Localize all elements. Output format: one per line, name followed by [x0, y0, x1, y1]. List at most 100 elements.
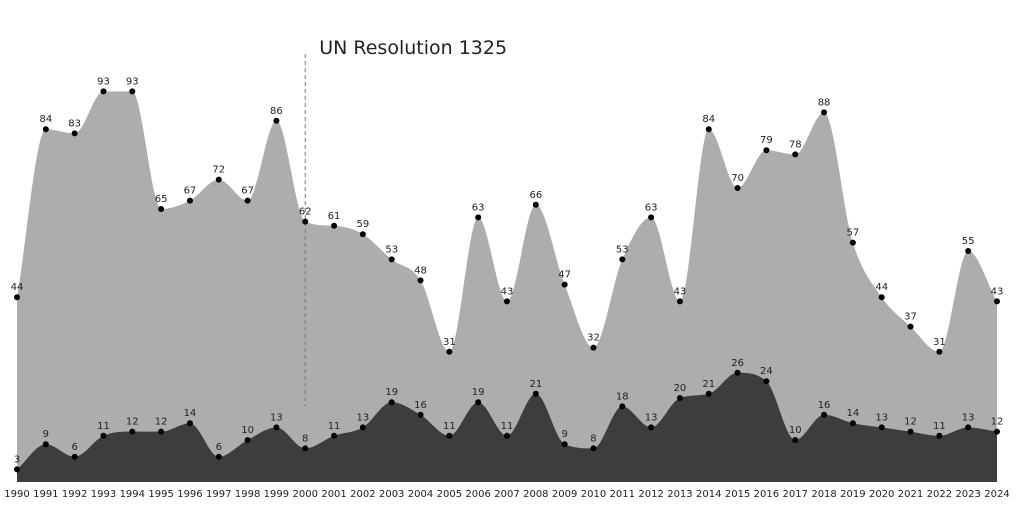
series-1-point [965, 248, 972, 254]
series-1-point [619, 256, 626, 263]
series-1-data-label: 43 [991, 286, 1004, 297]
series-1-point [331, 222, 338, 229]
series-2-point [273, 424, 280, 431]
series-1-data-label: 55 [962, 236, 975, 247]
series-2-point [359, 424, 366, 431]
series-2-data-label: 11 [933, 421, 946, 432]
series-2-point [590, 445, 597, 452]
series-1-point [158, 206, 165, 212]
series-1-point [359, 231, 366, 238]
series-1-point [821, 109, 828, 116]
series-2-data-label: 10 [241, 425, 254, 436]
series-2-data-label: 8 [302, 433, 308, 444]
series-1-data-label: 61 [328, 211, 341, 222]
series-1-point [676, 298, 683, 305]
series-1-point [100, 88, 107, 95]
series-2-area [17, 372, 997, 482]
x-tick-label: 1996 [177, 489, 202, 500]
x-tick-label: 2012 [638, 489, 663, 500]
x-tick-label: 1993 [91, 489, 116, 500]
x-tick-label: 1997 [206, 489, 231, 500]
series-2-data-label: 10 [789, 425, 802, 436]
series-1-point [705, 126, 712, 133]
series-2-point [475, 399, 482, 406]
series-2-data-label: 20 [674, 383, 687, 394]
series-2-data-label: 19 [472, 387, 485, 398]
series-1-data-label: 62 [299, 207, 312, 218]
series-2-point [504, 432, 510, 439]
series-2-data-label: 9 [43, 429, 49, 440]
series-2-data-label: 14 [184, 408, 197, 419]
series-2-point [158, 428, 165, 435]
x-tick-label: 2017 [783, 489, 808, 500]
series-1-data-label: 53 [616, 244, 629, 255]
series-1-data-label: 67 [241, 186, 254, 197]
series-1-data-label: 83 [68, 118, 81, 129]
series-2-data-label: 6 [71, 442, 77, 453]
series-2-point [792, 437, 799, 443]
x-tick-label: 2000 [293, 489, 318, 500]
series-1-point [504, 298, 510, 305]
x-tick-label: 2013 [667, 489, 692, 500]
series-1-data-label: 44 [875, 282, 888, 293]
series-1-data-label: 44 [11, 282, 24, 293]
series-2-data-label: 3 [14, 454, 20, 465]
series-2-data-label: 13 [962, 412, 975, 423]
series-1-point [907, 323, 914, 330]
series-1-data-label: 70 [731, 173, 744, 184]
series-1-data-label: 67 [184, 186, 197, 197]
series-2-data-label: 9 [561, 429, 567, 440]
series-2-point [965, 424, 972, 431]
series-2-data-label: 8 [590, 433, 596, 444]
series-2-point [705, 390, 712, 397]
x-tick-label: 2008 [523, 489, 548, 500]
series-2-point [215, 453, 222, 460]
series-1-data-label: 79 [760, 135, 773, 146]
series-2-point [561, 441, 568, 448]
series-2-data-label: 19 [385, 387, 398, 398]
series-1-point [532, 201, 539, 208]
series-1-point [849, 239, 856, 246]
x-tick-label: 2021 [898, 489, 923, 500]
series-1-data-label: 63 [472, 202, 485, 213]
series-2-data-label: 12 [991, 417, 1004, 428]
x-tick-label: 1992 [62, 489, 87, 500]
series-1-point [763, 147, 770, 154]
series-2-data-label: 12 [126, 417, 139, 428]
series-2-point [14, 466, 20, 473]
series-2-data-label: 11 [501, 421, 514, 432]
series-2-point [71, 453, 78, 460]
x-tick-label: 2011 [610, 489, 635, 500]
series-1-point [215, 176, 222, 183]
series-2-data-label: 18 [616, 391, 629, 402]
series-2-point [648, 424, 655, 431]
series-2-point [849, 420, 856, 427]
series-1-point [878, 294, 885, 301]
series-2-data-label: 13 [875, 412, 888, 423]
series-2-data-label: 21 [529, 379, 542, 390]
series-2-point [446, 432, 453, 439]
x-tick-label: 2006 [465, 489, 490, 500]
series-1-point [446, 348, 453, 355]
series-2-point [129, 428, 136, 435]
series-2-point [619, 403, 626, 410]
series-1-point [994, 298, 1000, 305]
series-2-point [42, 441, 49, 448]
series-1-data-label: 37 [904, 312, 917, 323]
series-2-data-label: 21 [702, 379, 715, 390]
series-1-data-label: 59 [357, 219, 370, 230]
series-1-point [648, 214, 655, 221]
series-2-data-label: 11 [328, 421, 341, 432]
series-2-point [676, 395, 683, 401]
series-2-point [388, 399, 395, 406]
annotation-group: UN Resolution 1325 [304, 37, 507, 406]
x-tick-label: 1995 [148, 489, 173, 500]
series-2-point [186, 420, 193, 427]
series-2-data-label: 12 [904, 417, 917, 428]
series-1-data-label: 31 [443, 337, 456, 348]
series-1-data-label: 72 [212, 165, 225, 176]
series-1-data-label: 43 [501, 286, 514, 297]
series-2-data-label: 13 [645, 412, 658, 423]
